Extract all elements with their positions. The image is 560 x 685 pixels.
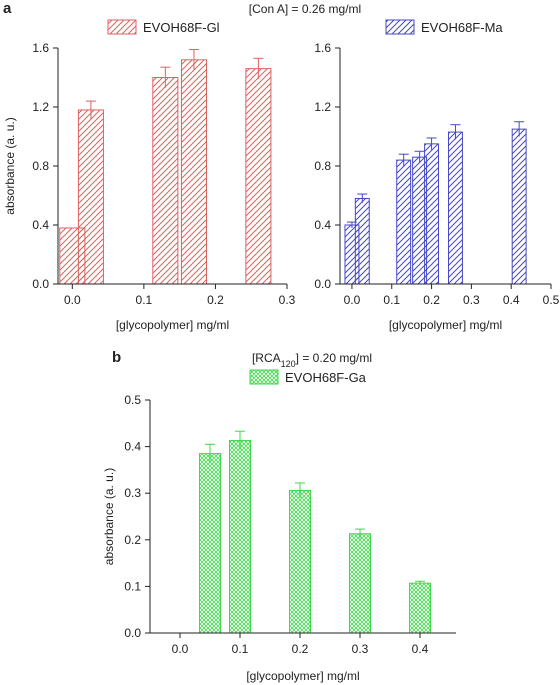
y-tick-label-3: 1.2 [32, 100, 49, 114]
legend-label: EVOH68F-Ma [421, 20, 503, 35]
bar-4 [424, 143, 440, 285]
y-tick-label-1: 0.4 [32, 218, 49, 232]
y-tick-label-0: 0.0 [314, 277, 331, 291]
y-axis-title: absorbance (a. u.) [102, 468, 116, 565]
y-tick-label-0: 0.0 [32, 277, 49, 291]
bar-0 [199, 453, 221, 634]
x-tick-label-4: 0.4 [503, 293, 520, 307]
x-tick-label-0: 0.0 [64, 293, 81, 307]
legend-swatch [249, 369, 279, 385]
y-tick-label-4: 1.6 [314, 41, 331, 55]
panel-b-label: b [112, 349, 121, 366]
panel-a-label: a [3, 0, 12, 17]
chart-a-left: 0.0 0.4 0.8 1.2 1.6 0.0 0.1 0.2 0.3 [glycopolymer… [3, 19, 296, 332]
x-tick-label-1: 0.1 [383, 293, 400, 307]
panel-b-condition-subscript: 120 [281, 359, 296, 369]
x-tick-label-1: 0.1 [232, 642, 249, 656]
legend-swatch [107, 19, 137, 35]
bar-2 [152, 77, 179, 285]
bar-4 [409, 582, 431, 634]
chart-b: 0.0 0.1 0.2 0.3 0.4 0.5 0.0 0.1 0.2 0.3 0.4 [glycop… [102, 369, 456, 683]
legend-label: EVOH68F-Gl [143, 20, 220, 35]
x-tick-label-3: 0.3 [463, 293, 480, 307]
bar-3 [349, 533, 371, 634]
bar-5 [447, 131, 463, 285]
x-axis-title: [glycopolymer] mg/ml [389, 318, 502, 332]
bar-1 [354, 197, 370, 285]
x-tick-label-2: 0.2 [207, 293, 224, 307]
bar-1 [229, 440, 251, 634]
panel-b-condition: [RCA120] = 0.20 mg/ml [252, 351, 372, 369]
x-axis-title: [glycopolymer] mg/ml [246, 669, 359, 683]
y-tick-label-2: 0.8 [314, 159, 331, 173]
x-tick-label-0: 0.0 [344, 293, 361, 307]
legend-swatch [385, 19, 415, 35]
y-axis-title: absorbance (a. u.) [3, 117, 17, 214]
y-tick-label-1: 0.4 [314, 218, 331, 232]
y-tick-label-2: 0.8 [32, 159, 49, 173]
chart-a-right: 0.0 0.4 0.8 1.2 1.6 0.0 0.1 0.2 0.3 0.4 0.5 [glycop… [314, 19, 560, 332]
bar-6 [511, 128, 527, 285]
y-tick-label-3: 0.3 [124, 486, 141, 500]
legend-label: EVOH68F-Ga [285, 370, 367, 385]
y-tick-label-1: 0.1 [124, 579, 141, 593]
x-axis-title: [glycopolymer] mg/ml [116, 318, 229, 332]
bar-3 [180, 59, 207, 285]
x-tick-label-0: 0.0 [172, 642, 189, 656]
y-tick-label-3: 1.2 [314, 100, 331, 114]
bar-2 [289, 489, 311, 634]
x-tick-label-5: 0.5 [543, 293, 560, 307]
y-tick-label-0: 0.0 [124, 626, 141, 640]
x-tick-label-3: 0.3 [352, 642, 369, 656]
panel-b-condition-suffix: ] = 0.20 mg/ml [296, 351, 372, 365]
x-tick-label-4: 0.4 [412, 642, 429, 656]
panel-b-condition-prefix: [RCA [252, 351, 281, 365]
x-tick-label-2: 0.2 [423, 293, 440, 307]
y-tick-label-4: 1.6 [32, 41, 49, 55]
panel-a-condition: [Con A] = 0.26 mg/ml [249, 2, 361, 16]
bar-4 [245, 68, 272, 285]
x-tick-label-1: 0.1 [136, 293, 153, 307]
y-tick-label-4: 0.4 [124, 440, 141, 454]
x-tick-label-3: 0.3 [279, 293, 296, 307]
y-tick-label-2: 0.2 [124, 533, 141, 547]
bar-2 [396, 159, 412, 285]
bar-1 [77, 109, 104, 285]
x-tick-label-2: 0.2 [292, 642, 309, 656]
y-tick-label-5: 0.5 [124, 393, 141, 407]
